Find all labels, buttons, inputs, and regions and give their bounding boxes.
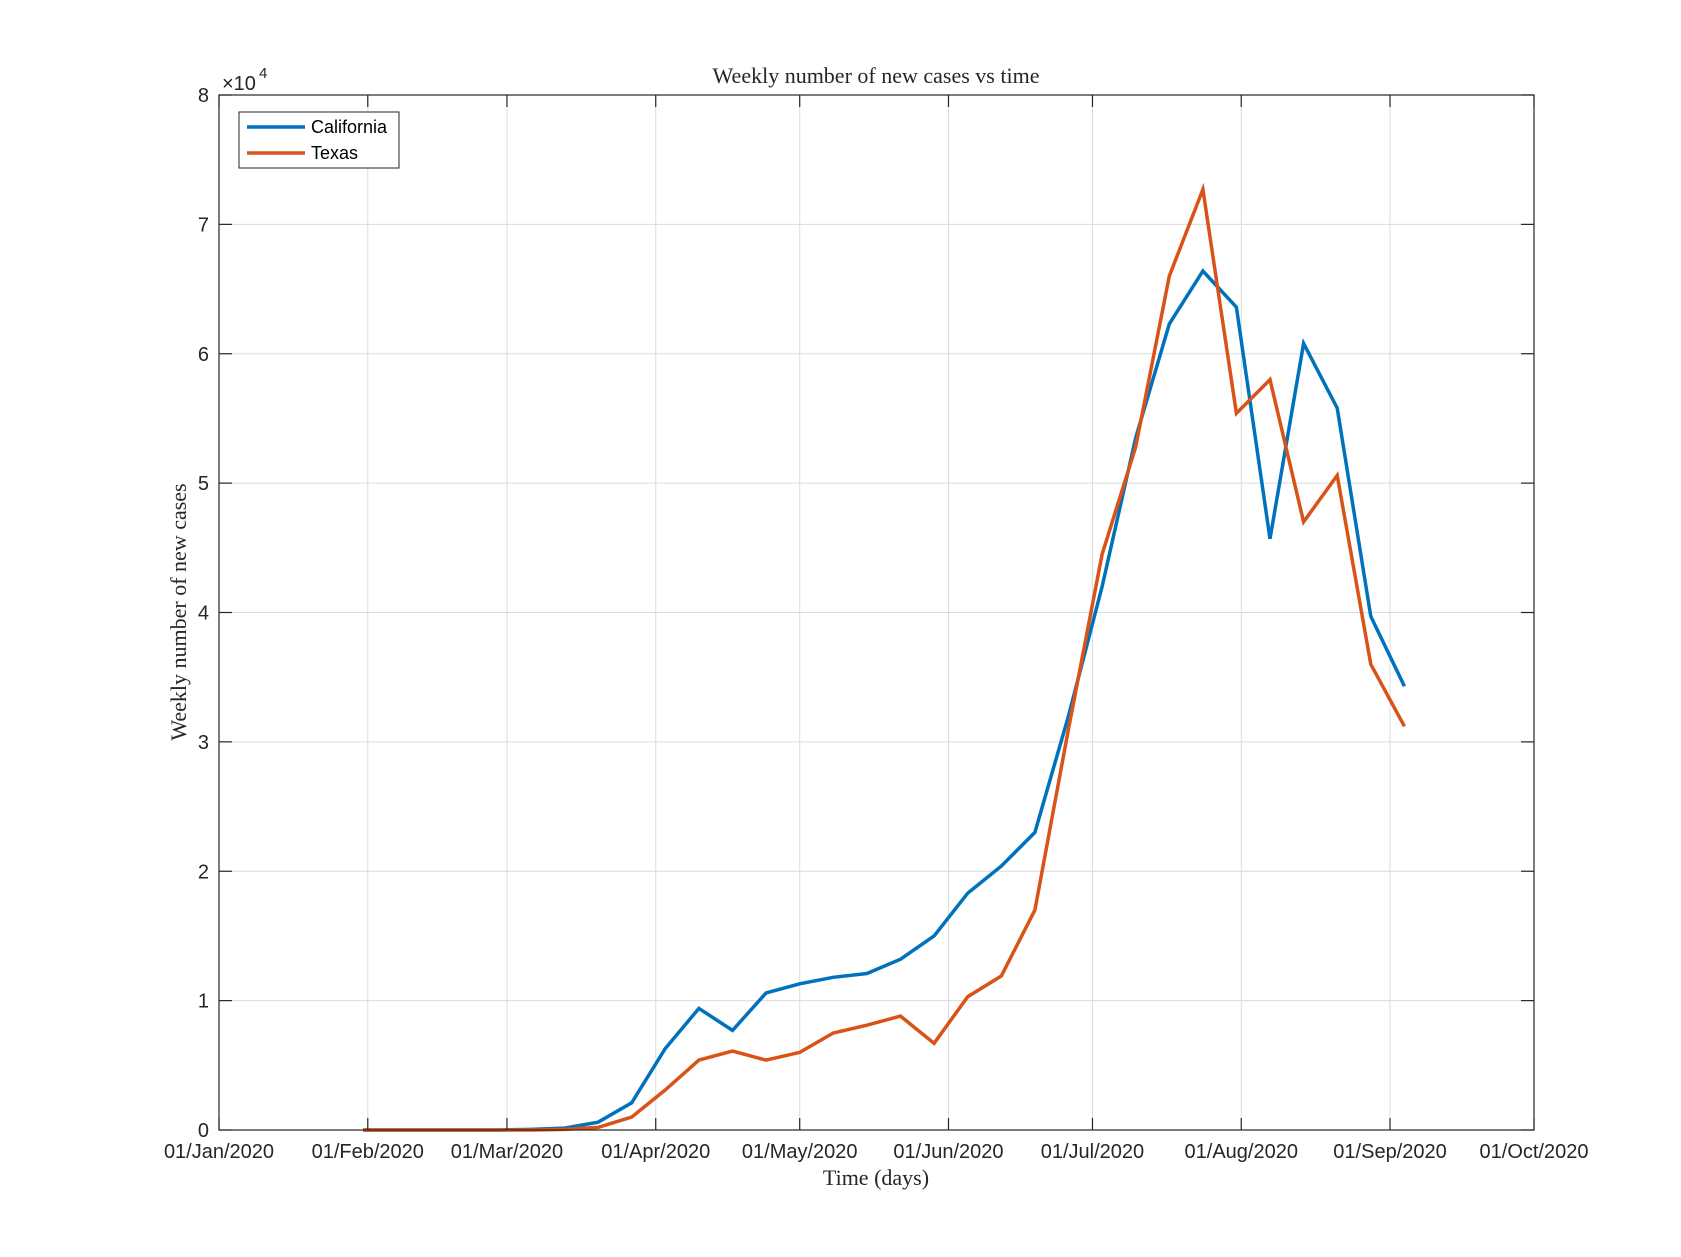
x-tick-label: 01/Oct/2020 <box>1480 1141 1589 1163</box>
y-tick-label: 7 <box>198 214 209 236</box>
x-tick-label: 01/Jul/2020 <box>1041 1141 1144 1163</box>
legend-box <box>238 111 400 169</box>
y-tick-label: 4 <box>198 603 209 625</box>
x-axis-title: Time (days) <box>823 1165 929 1190</box>
legend: California Texas <box>238 111 400 169</box>
y-tick-label: 2 <box>198 861 209 883</box>
y-tick-label: 1 <box>198 991 209 1013</box>
y-exponent-base: ×10 <box>222 73 256 95</box>
legend-label-texas: Texas <box>311 143 358 163</box>
legend-label-california: California <box>311 117 388 137</box>
x-tick-label: 01/Apr/2020 <box>601 1141 710 1163</box>
y-exponent-label: ×10 4 <box>222 65 267 95</box>
x-tick-label: 01/Aug/2020 <box>1185 1141 1298 1163</box>
y-tick-label: 0 <box>198 1120 209 1142</box>
x-tick-label: 01/Feb/2020 <box>312 1141 424 1163</box>
y-tick-label: 6 <box>198 344 209 366</box>
y-tick-label: 3 <box>198 732 209 754</box>
x-tick-label: 01/Sep/2020 <box>1333 1141 1446 1163</box>
y-exponent-power: 4 <box>259 65 267 82</box>
x-tick-label: 01/May/2020 <box>742 1141 858 1163</box>
y-tick-label: 8 <box>198 85 209 107</box>
x-tick-label: 01/Mar/2020 <box>451 1141 563 1163</box>
y-axis-title: Weekly number of new cases <box>166 483 191 740</box>
y-tick-label: 5 <box>198 473 209 495</box>
x-tick-label: 01/Jan/2020 <box>164 1141 274 1163</box>
axis-ticks: 01/Jan/2020 01/Feb/2020 01/Mar/2020 01/Apr/… <box>164 85 1589 1163</box>
x-tick-label: 01/Jun/2020 <box>893 1141 1003 1163</box>
chart-title: Weekly number of new cases vs time <box>713 63 1040 88</box>
